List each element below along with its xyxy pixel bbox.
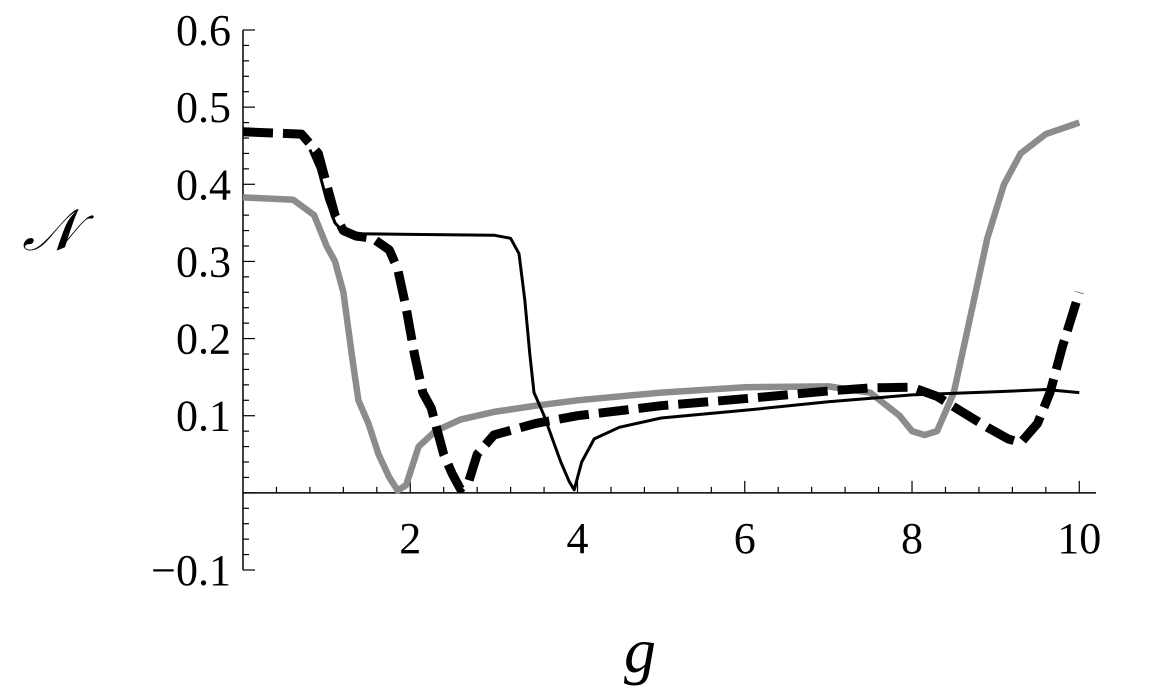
x-axis-title: g	[624, 615, 656, 686]
y-tick-label: −0.1	[151, 546, 231, 595]
y-tick-label: 0.4	[176, 160, 231, 209]
x-tick-label: 8	[901, 514, 923, 563]
series-line-solid-black-thin	[308, 149, 1080, 492]
x-tick-label: 10	[1057, 514, 1101, 563]
series-line-solid-gray-thick	[242, 119, 1081, 494]
x-tick-label: 6	[734, 514, 756, 563]
y-tick-label: 0.2	[176, 315, 231, 364]
y-axis-title: 𝒩	[22, 198, 94, 263]
y-tick-label: 0.5	[176, 83, 231, 132]
x-tick-label: 2	[399, 514, 421, 563]
y-tick-label: 0.1	[176, 392, 231, 441]
series-layer	[242, 119, 1084, 494]
axes	[242, 29, 1096, 571]
series-line-dashed-black-thick	[242, 127, 1084, 494]
y-tick-label: 0.3	[176, 237, 231, 286]
x-tick-label: 4	[567, 514, 589, 563]
y-tick-label: 0.6	[176, 6, 231, 55]
labels: 2 4 6 8 10 −0.1 0.1 0.2 0.3 0.4 0.5 0.6	[151, 6, 1101, 595]
